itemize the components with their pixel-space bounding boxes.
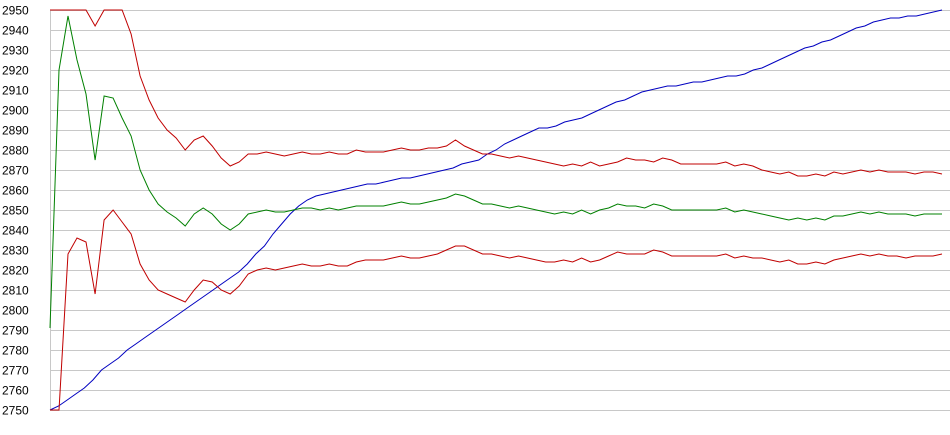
series-line-1 — [49, 9, 943, 411]
y-tick-label: 2750 — [2, 404, 29, 418]
series-line-4 — [50, 209, 943, 411]
y-tick-label: 2940 — [2, 24, 29, 38]
y-tick-label: 2870 — [2, 164, 29, 178]
y-tick-label: 2810 — [2, 284, 29, 298]
y-tick-label: 2950 — [2, 4, 29, 18]
grid-layer — [50, 10, 950, 411]
y-tick-label: 2760 — [2, 384, 29, 398]
y-tick-label: 2830 — [2, 244, 29, 258]
y-tick-label: 2920 — [2, 64, 29, 78]
y-tick-label: 2770 — [2, 364, 29, 378]
y-tick-label: 2900 — [2, 104, 29, 118]
y-tick-label: 2850 — [2, 204, 29, 218]
series-layer — [49, 9, 943, 411]
y-tick-label: 2790 — [2, 324, 29, 338]
y-tick-label: 2890 — [2, 124, 29, 138]
series-line-3 — [50, 9, 943, 177]
y-tick-label: 2930 — [2, 44, 29, 58]
y-axis-ticks: 2950 2940 2930 2920 2910 2900 2890 2880 2870 2860… — [2, 4, 29, 418]
y-tick-label: 2880 — [2, 144, 29, 158]
y-tick-label: 2910 — [2, 84, 29, 98]
y-tick-label: 2840 — [2, 224, 29, 238]
y-tick-label: 2860 — [2, 184, 29, 198]
y-tick-label: 2820 — [2, 264, 29, 278]
y-tick-label: 2800 — [2, 304, 29, 318]
series-line-2 — [49, 15, 942, 329]
y-tick-label: 2780 — [2, 344, 29, 358]
